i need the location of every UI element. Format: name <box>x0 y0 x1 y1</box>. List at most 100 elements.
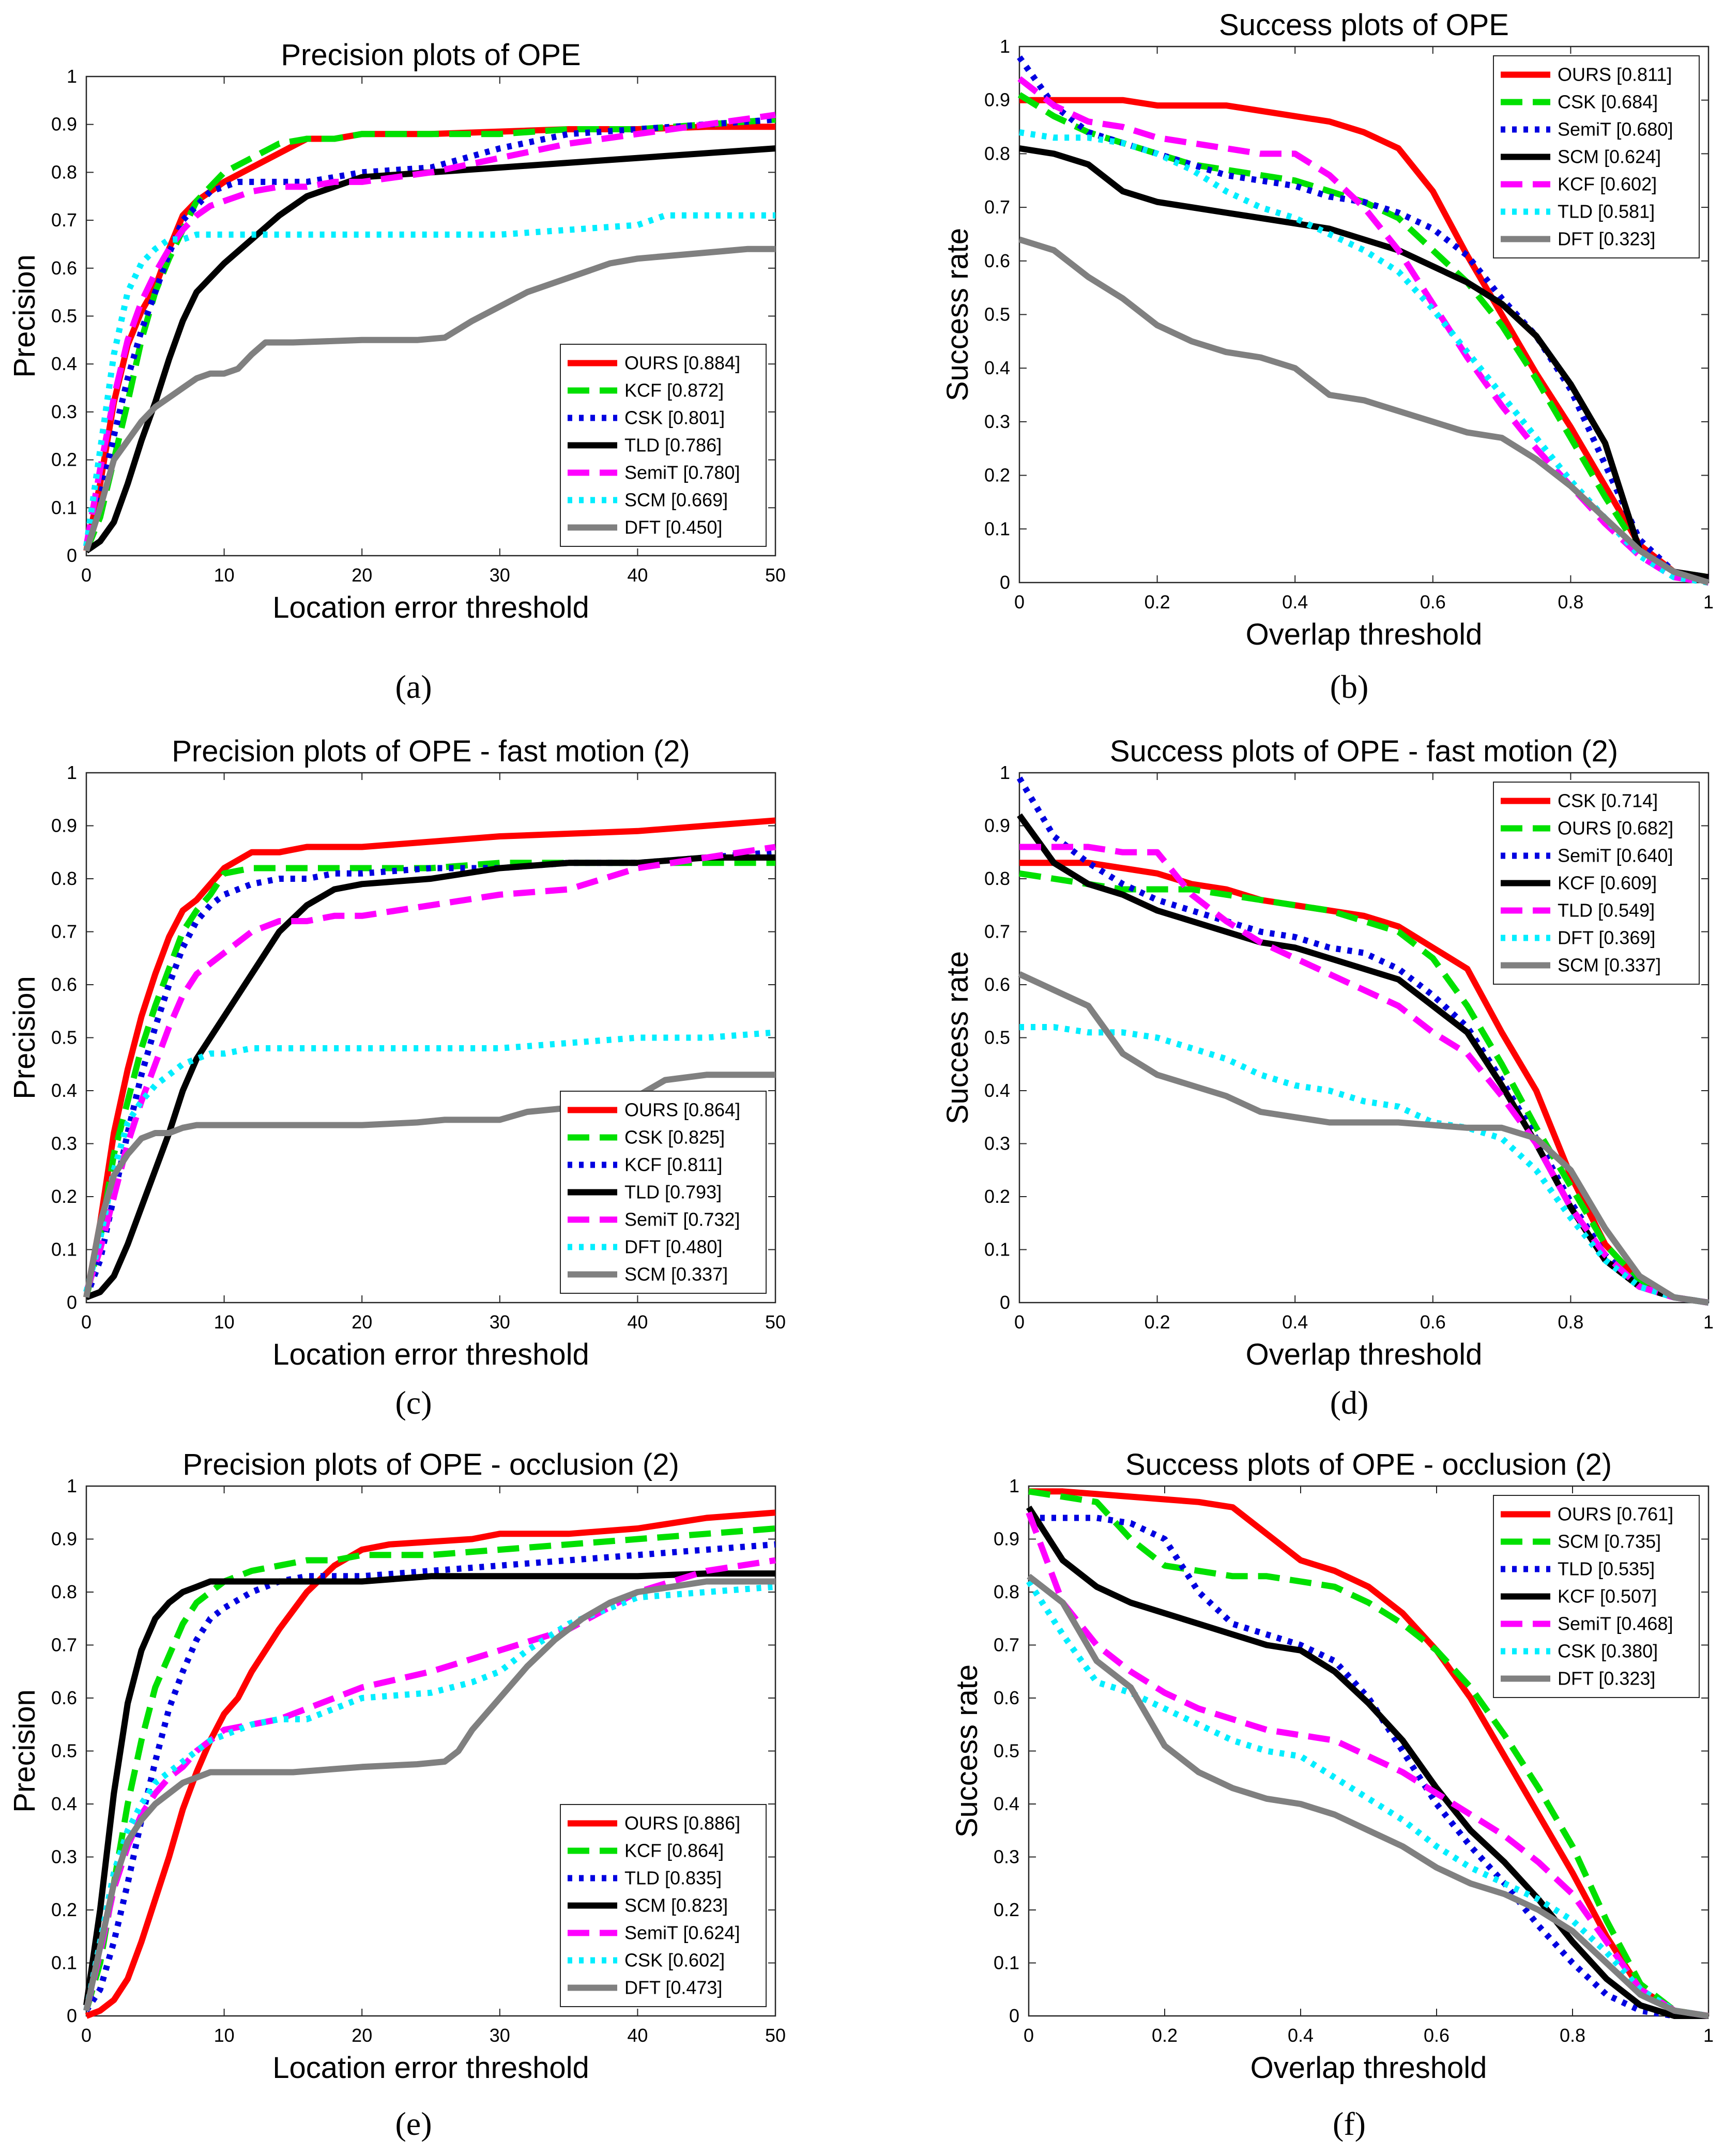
y-tick-label: 0.4 <box>51 1080 77 1101</box>
y-tick-label: 0.7 <box>51 209 77 231</box>
legend-entry: OURS [0.886] <box>624 1813 740 1834</box>
series-line-ours <box>1019 97 1709 580</box>
series-line-csk <box>83 116 776 547</box>
legend-entry: DFT [0.323] <box>1558 1668 1655 1689</box>
y-tick-label: 0.5 <box>51 1740 77 1762</box>
series-line-dft <box>83 1578 775 2012</box>
legend: OURS [0.886] KCF [0.864] TLD [0.835] SCM [0… <box>560 1804 767 2007</box>
x-axis-label: Overlap threshold <box>1246 618 1483 651</box>
y-tick-label: 0 <box>1000 1292 1010 1313</box>
x-tick-label: 0.6 <box>1420 1311 1446 1333</box>
series-line-csk <box>83 1583 776 2011</box>
chart-title: Precision plots of OPE <box>281 38 581 72</box>
chart-title: Success plots of OPE - occlusion (2) <box>1125 1448 1612 1481</box>
x-tick-label: 10 <box>214 2025 235 2046</box>
x-tick-label: 0.8 <box>1558 1311 1583 1333</box>
legend-entry: DFT [0.369] <box>1558 927 1655 949</box>
y-axis-label: Precision <box>8 254 41 378</box>
x-tick-label: 50 <box>765 2025 786 2046</box>
legend-entry: SemiT [0.680] <box>1558 119 1673 140</box>
y-axis-label: Success rate <box>941 951 974 1124</box>
x-tick-label: 0.6 <box>1420 591 1446 613</box>
y-tick-label: 1 <box>1009 1475 1019 1496</box>
y-tick-label: 0.5 <box>984 1027 1010 1048</box>
x-tick-label: 0 <box>1024 2025 1034 2046</box>
series-line-tld <box>1029 1515 1708 2019</box>
x-tick-label: 1 <box>1703 2025 1714 2046</box>
panel-label: (c) <box>395 1384 432 1421</box>
y-tick-label: 0.8 <box>984 143 1010 164</box>
chart-panel-d: 0 0.1 0.2 0.3 0.4 0.5 0.6 0.7 0.8 0.9 1 0 0.2 0.4 0.6 0… <box>941 735 1714 1421</box>
y-tick-label: 0.1 <box>51 1952 77 1974</box>
y-tick-label: 0.1 <box>984 1239 1010 1260</box>
y-tick-label: 0.9 <box>994 1528 1019 1550</box>
y-axis-label: Success rate <box>950 1664 984 1838</box>
y-tick-label: 1 <box>67 762 77 783</box>
y-tick-label: 0.3 <box>984 1133 1010 1154</box>
legend-entry: SemiT [0.640] <box>1558 845 1673 866</box>
x-tick-label: 40 <box>627 2025 648 2046</box>
y-tick-label: 0.2 <box>51 1186 77 1207</box>
y-axis-label: Precision <box>8 1689 41 1813</box>
chart-panel-b: 0 0.1 0.2 0.3 0.4 0.5 0.6 0.7 0.8 0.9 1 0 0.2 0.4 0.6 0… <box>941 8 1714 705</box>
legend-entry: TLD [0.535] <box>1558 1558 1655 1580</box>
y-tick-label: 0.9 <box>51 1528 77 1550</box>
y-tick-label: 0.6 <box>51 1687 77 1708</box>
series-line-kcf <box>83 116 776 552</box>
panel-label: (f) <box>1333 2105 1366 2142</box>
x-tick-label: 10 <box>214 564 235 586</box>
y-tick-label: 0.9 <box>984 89 1010 111</box>
series-line-semit <box>83 844 776 1293</box>
y-tick-label: 0.8 <box>984 868 1010 889</box>
legend-entry: KCF [0.609] <box>1558 873 1657 894</box>
legend-entry: SemiT [0.780] <box>624 462 740 483</box>
legend-entry: TLD [0.786] <box>624 435 722 456</box>
series-line-scm <box>83 212 775 547</box>
x-axis-label: Location error threshold <box>272 591 589 624</box>
y-tick-label: 0.2 <box>994 1899 1019 1920</box>
series-line-kcf <box>1017 76 1709 586</box>
series-line-scm <box>1028 1488 1709 2019</box>
legend: CSK [0.714] OURS [0.682] SemiT [0.640] KCF … <box>1493 782 1700 985</box>
x-tick-label: 0 <box>81 1311 91 1333</box>
x-tick-label: 0.4 <box>1282 1311 1308 1333</box>
series-line-dft <box>83 246 775 552</box>
y-tick-label: 0 <box>67 1292 77 1313</box>
y-tick-label: 0 <box>1000 572 1010 593</box>
x-tick-label: 10 <box>214 1311 235 1333</box>
series-line-ours <box>83 817 776 1298</box>
legend: OURS [0.864] CSK [0.825] KCF [0.811] TLD [0… <box>560 1091 767 1294</box>
x-axis-label: Overlap threshold <box>1246 1338 1483 1371</box>
y-tick-label: 0.6 <box>51 257 77 279</box>
legend: OURS [0.811] CSK [0.684] SemiT [0.680] SCM … <box>1493 55 1700 258</box>
y-tick-label: 0.3 <box>994 1846 1019 1868</box>
legend-entry: DFT [0.450] <box>624 517 722 538</box>
y-tick-label: 0.8 <box>51 868 77 889</box>
legend-entry: DFT [0.480] <box>624 1236 722 1258</box>
legend-entry: OURS [0.761] <box>1558 1504 1673 1525</box>
legend: OURS [0.884] KCF [0.872] CSK [0.801] TLD [0… <box>560 344 767 547</box>
y-tick-label: 0.2 <box>51 449 77 470</box>
x-tick-label: 0.2 <box>1145 1311 1170 1333</box>
legend-entry: SCM [0.337] <box>624 1264 728 1285</box>
y-tick-label: 0.5 <box>51 1027 77 1048</box>
panel-label: (b) <box>1330 668 1369 705</box>
y-tick-label: 0.7 <box>984 196 1010 218</box>
x-tick-label: 30 <box>490 564 510 586</box>
x-tick-label: 20 <box>352 2025 372 2046</box>
chart-panel-c: 00.10.20.30.40.50.60.70.80.910 10 20 30 40 50… <box>8 735 786 1421</box>
legend-entry: SCM [0.337] <box>1558 955 1661 976</box>
x-tick-label: 0.2 <box>1152 2025 1178 2046</box>
y-tick-label: 0.4 <box>994 1793 1019 1814</box>
legend-entry: CSK [0.684] <box>1558 91 1658 113</box>
legend-entry: SCM [0.624] <box>1558 146 1661 167</box>
legend-entry: CSK [0.801] <box>624 407 725 429</box>
y-tick-label: 0.9 <box>51 815 77 836</box>
y-tick-label: 0.5 <box>994 1740 1019 1762</box>
y-tick-label: 0.2 <box>984 1186 1010 1207</box>
x-tick-label: 1 <box>1703 591 1714 613</box>
legend-entry: OURS [0.884] <box>624 353 740 374</box>
y-tick-label: 0.1 <box>51 497 77 518</box>
series-line-tld <box>83 1541 776 2013</box>
legend-entry: OURS [0.864] <box>624 1099 740 1121</box>
